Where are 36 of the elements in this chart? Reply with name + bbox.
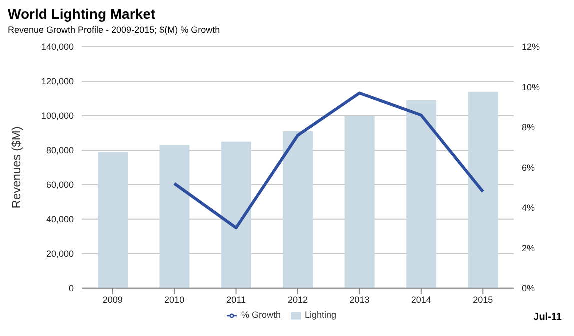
bar (98, 152, 128, 288)
y2-tick-label: 0% (522, 284, 536, 294)
bar (221, 142, 252, 288)
y2-tick-label: 2% (522, 243, 536, 254)
y-axis-title: Revenues ($M) (9, 126, 24, 209)
x-tick-label: 2012 (288, 294, 308, 305)
x-tick-label: 2015 (473, 294, 494, 305)
x-tick-label: 2010 (164, 294, 185, 305)
legend-label: Lighting (304, 310, 337, 320)
bar (468, 92, 498, 288)
y-tick-label: 140,000 (41, 42, 74, 52)
text: Jul-11 (534, 312, 562, 323)
x-tick-label: 2014 (411, 294, 432, 305)
y-tick-label: 60,000 (46, 180, 74, 190)
y-tick-label: 80,000 (46, 146, 74, 156)
y-tick-label: 120,000 (41, 76, 74, 87)
chart-subtitle: Revenue Growth Profile - 2009-2015; $(M) % Growth (8, 25, 222, 35)
line-series (173, 92, 485, 230)
chart-title: World Lighting Market (8, 6, 157, 22)
y2-tick-label: 8% (522, 122, 536, 133)
x-tick-label: 2009 (102, 294, 123, 305)
bar (160, 145, 190, 288)
x-tick-label: 2011 (226, 294, 246, 305)
legend-label: % Growth (241, 310, 281, 320)
y2-tick-label: 4% (522, 203, 536, 214)
y-tick-label: 100,000 (41, 111, 74, 122)
bar (406, 100, 437, 288)
bar (344, 116, 375, 288)
y-tick-label: 40,000 (46, 214, 74, 225)
y-tick-label: 0 (68, 284, 74, 294)
x-tick-label: 2013 (350, 294, 370, 305)
y-tick-label: 20,000 (46, 249, 74, 260)
y2-tick-label: 10% (522, 82, 540, 92)
bar (283, 131, 314, 288)
y2-tick-label: 6% (522, 162, 536, 173)
y2-tick-label: 12% (522, 42, 540, 52)
